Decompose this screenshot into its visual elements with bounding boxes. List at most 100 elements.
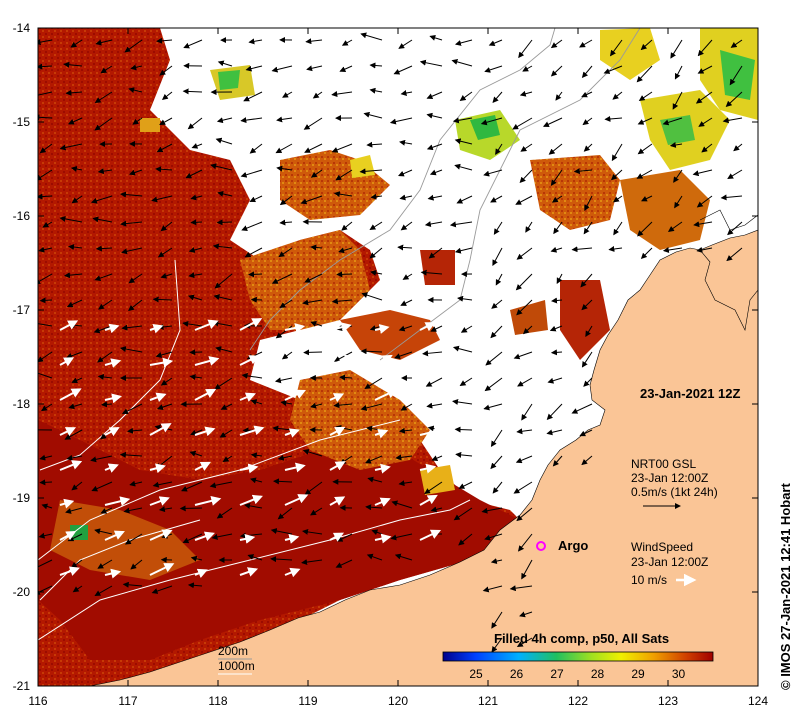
current-arrow	[277, 507, 293, 520]
current-arrow	[550, 169, 563, 186]
current-arrow	[130, 559, 143, 570]
wind-arrow	[59, 427, 77, 437]
current-arrow	[187, 582, 203, 589]
current-arrow	[331, 143, 353, 153]
current-arrow	[222, 455, 233, 463]
current-arrow	[90, 195, 113, 204]
current-arrow	[490, 429, 503, 448]
wind-arrow	[59, 566, 80, 576]
current-arrow	[38, 585, 53, 595]
lon-tick-label: 121	[478, 694, 498, 708]
wind-arrow	[419, 494, 438, 506]
current-arrow	[547, 377, 563, 384]
current-arrow	[38, 114, 53, 121]
current-arrow	[92, 216, 113, 223]
current-arrow	[424, 221, 443, 227]
current-arrow	[581, 455, 593, 466]
current-arrow	[38, 273, 53, 285]
current-arrow	[551, 297, 563, 304]
current-arrow	[181, 481, 203, 492]
current-arrow	[492, 247, 503, 267]
current-arrow	[640, 39, 653, 51]
current-arrow	[603, 65, 623, 74]
current-arrow	[389, 117, 413, 125]
wind-arrow	[329, 322, 352, 333]
current-arrow	[128, 299, 143, 311]
current-arrow	[188, 247, 203, 253]
current-arrow	[121, 403, 143, 414]
wind-arrow	[374, 497, 391, 507]
current-arrow	[518, 39, 533, 59]
current-arrow	[548, 143, 563, 155]
lon-tick-label: 124	[748, 694, 768, 708]
current-arrow	[482, 585, 503, 593]
current-arrow	[66, 454, 83, 461]
current-arrow	[399, 139, 413, 146]
current-arrow	[673, 169, 683, 183]
current-arrow	[556, 273, 563, 284]
current-arrow	[123, 507, 143, 514]
argo-float-marker[interactable]	[536, 541, 546, 551]
wind-arrow	[104, 393, 122, 404]
current-arrow	[698, 117, 713, 127]
current-arrow	[581, 299, 593, 311]
current-arrow	[520, 143, 533, 152]
current-arrow	[245, 65, 263, 72]
current-arrow	[662, 247, 683, 253]
current-arrow	[453, 507, 473, 521]
current-arrow	[549, 325, 563, 332]
current-arrow	[331, 298, 353, 305]
current-arrow	[156, 143, 173, 153]
wind-arrow	[194, 496, 222, 506]
current-arrow	[120, 220, 143, 227]
current-arrow	[156, 37, 173, 44]
current-arrow	[393, 65, 413, 75]
wind-arrow	[419, 357, 446, 368]
wind-arrow	[329, 496, 346, 506]
current-arrow	[490, 325, 503, 339]
current-arrow	[364, 377, 383, 390]
current-arrow	[455, 451, 473, 458]
current-arrow	[336, 271, 353, 278]
current-arrow	[159, 65, 173, 76]
lon-tick-label: 120	[388, 694, 408, 708]
current-arrow	[696, 195, 713, 208]
current-arrow	[516, 299, 533, 316]
current-arrow	[39, 454, 53, 461]
wind-arrow	[419, 463, 437, 474]
current-arrow	[132, 117, 143, 125]
wind-arrow	[104, 496, 131, 507]
current-arrow	[121, 247, 143, 255]
current-arrow	[333, 402, 353, 409]
current-arrow	[583, 377, 593, 387]
current-arrow	[581, 351, 593, 368]
current-arrow	[583, 143, 593, 152]
current-arrow	[182, 320, 203, 327]
current-arrow	[636, 169, 653, 179]
current-arrow	[183, 39, 203, 49]
current-arrow	[726, 247, 743, 262]
current-arrow	[278, 247, 293, 258]
current-arrow	[550, 39, 563, 49]
current-arrow	[38, 246, 53, 253]
current-arrow	[364, 455, 383, 464]
isobath-label-1000: 1000m	[218, 659, 255, 673]
current-arrow	[97, 373, 113, 380]
current-arrow	[452, 345, 473, 353]
wind-arrow	[59, 460, 83, 471]
current-arrow	[68, 403, 83, 410]
current-arrow	[674, 65, 683, 80]
current-arrow	[424, 481, 443, 494]
wind-arrow	[194, 356, 220, 366]
current-arrow	[40, 403, 53, 412]
wind-arrow	[239, 567, 259, 577]
current-arrow	[333, 351, 353, 362]
current-arrow	[190, 219, 203, 226]
current-arrow	[701, 143, 713, 153]
current-arrow	[460, 325, 473, 333]
current-arrow	[304, 481, 323, 495]
current-arrow	[187, 117, 203, 130]
current-arrow	[546, 429, 563, 436]
lat-tick-label: -15	[13, 115, 31, 129]
